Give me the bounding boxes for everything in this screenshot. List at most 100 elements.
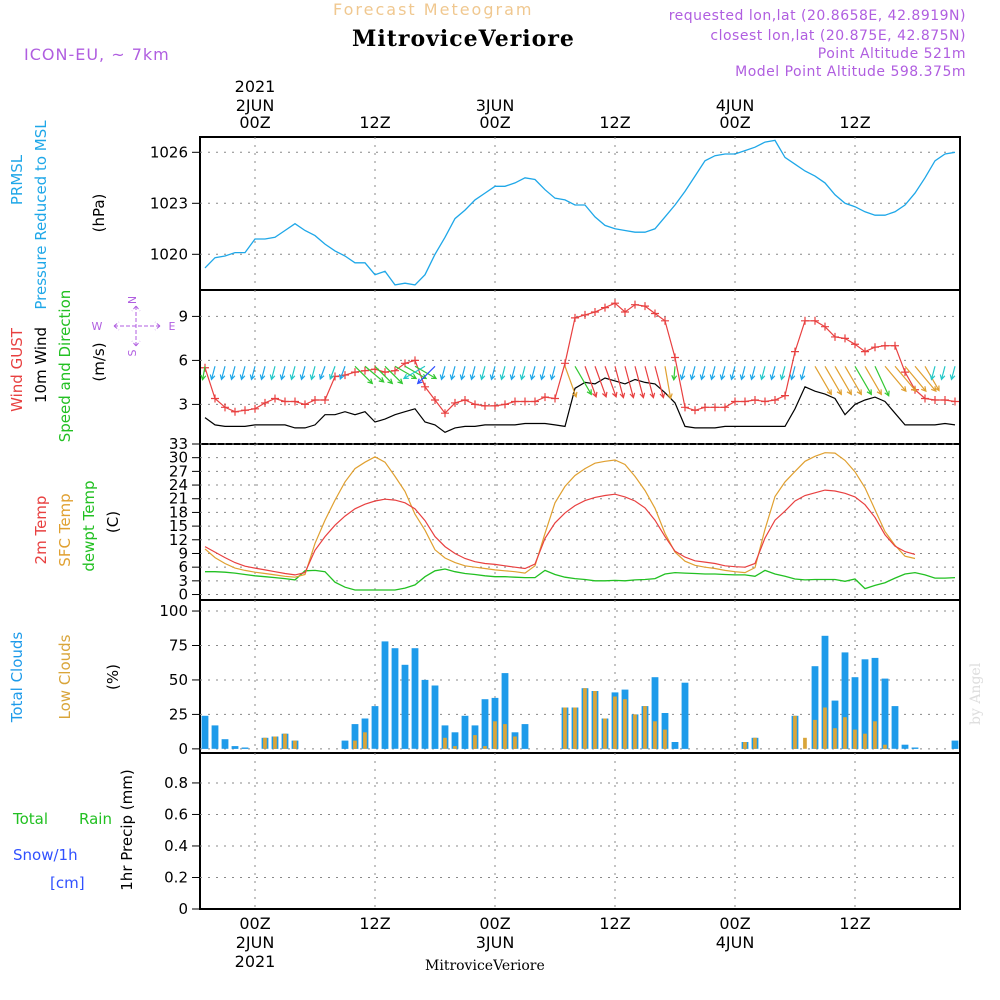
- wind-direction-arrow: [459, 366, 466, 381]
- total-cloud-bar: [841, 652, 849, 749]
- top-hour-label: 00Z: [239, 113, 270, 132]
- wind-gust-point: [261, 398, 269, 407]
- low-cloud-bar: [813, 719, 817, 749]
- low-cloud-bar: [363, 732, 367, 749]
- panel-frame-4: [199, 752, 961, 910]
- wind-direction-arrow: [364, 365, 385, 383]
- total-cloud-bar: [231, 746, 239, 749]
- y-tick-label: 12: [169, 531, 188, 549]
- low-cloud-bar: [263, 737, 267, 749]
- wind-gust-point: [701, 403, 709, 412]
- wind-gust-point: [741, 397, 749, 406]
- temp-unit: (C): [104, 511, 122, 533]
- wind-gust-point: [751, 396, 759, 404]
- point-altitude: Point Altitude 521m: [817, 46, 966, 62]
- dewpoint-axis-title: dewpt Temp: [80, 480, 98, 571]
- total-cloud-bar: [831, 700, 839, 749]
- wind-direction-arrow: [864, 365, 882, 396]
- low-cloud-bar: [593, 691, 597, 749]
- total-cloud-bar: [881, 678, 889, 749]
- low-cloud-bar: [353, 740, 357, 749]
- wind-gust-point: [871, 343, 879, 352]
- total-cloud-bar: [501, 673, 509, 749]
- total-cloud-bar: [671, 742, 679, 749]
- bottom-hour-label: 00Z: [239, 914, 270, 933]
- panel-frame-2: [199, 443, 961, 601]
- total-cloud-bar: [401, 664, 409, 749]
- y-tick-label: 9: [178, 307, 188, 325]
- low-cloud-bar: [443, 737, 447, 749]
- wind-direction-arrow: [394, 365, 418, 380]
- wind-direction-arrow: [624, 366, 636, 399]
- wind-direction-arrow: [779, 366, 786, 381]
- wind-gust-point: [471, 400, 479, 409]
- total-cloud-bar: [211, 725, 219, 749]
- total-rain-label: Total: [12, 810, 48, 828]
- wind-direction-arrow: [469, 366, 476, 381]
- low-cloud-bar: [503, 724, 507, 749]
- clouds-unit: (%): [104, 664, 122, 690]
- total-cloud-bar: [451, 732, 459, 749]
- wind-gust-point: [681, 403, 689, 412]
- y-tick-label: 6: [178, 558, 188, 576]
- top-hour-label: 12Z: [599, 113, 630, 132]
- low-cloud-bar: [633, 714, 637, 749]
- wind-gust-line: [204, 302, 956, 415]
- y-tick-label: 0.2: [164, 868, 188, 886]
- wind-direction-arrow: [789, 366, 796, 381]
- wind-gust-point: [941, 396, 949, 404]
- y-tick-label: 33: [169, 435, 188, 453]
- closest-coords: closest lon,lat (20.875E, 42.875N): [710, 28, 966, 44]
- precip-axis-title: 1hr Precip (mm): [118, 769, 136, 890]
- wind-gust-point: [321, 396, 329, 404]
- wind-axis-title: 10m Wind: [32, 327, 50, 403]
- wind-direction-arrow: [634, 366, 646, 399]
- wind-gust-point: [551, 394, 559, 403]
- low-cloud-bar: [653, 721, 657, 749]
- wind-direction-arrow: [499, 366, 506, 381]
- wind-direction-arrow: [759, 366, 766, 381]
- wind-direction-arrow: [309, 366, 316, 381]
- wind-gust-point: [891, 341, 899, 350]
- wind-gust-point: [611, 299, 619, 308]
- wind-direction-arrow: [549, 366, 556, 381]
- wind-direction-arrow: [709, 366, 716, 381]
- low-cloud-bar: [493, 721, 497, 749]
- wind-direction-arrow: [329, 366, 336, 381]
- wind-direction-arrow: [414, 365, 438, 380]
- wind-gust-point: [691, 406, 699, 415]
- wind-gust-point: [241, 406, 249, 415]
- wind-direction-arrow: [279, 366, 286, 381]
- low-cloud-bar: [453, 746, 457, 749]
- total-cloud-bar: [481, 699, 489, 749]
- total-cloud-bar: [681, 682, 689, 749]
- wind-gust-point: [721, 403, 729, 412]
- wind-direction-arrow: [799, 366, 806, 381]
- bottom-hour-label: 12Z: [359, 914, 390, 933]
- total-cloud-bar: [221, 739, 229, 749]
- total-cloud-bar: [351, 724, 359, 749]
- top-year-label: 2021: [235, 77, 276, 96]
- total-cloud-bar: [341, 740, 349, 749]
- low-cloud-bar: [743, 742, 747, 749]
- low-cloud-bar: [473, 735, 477, 749]
- total-cloud-bar: [871, 657, 879, 749]
- wind-direction-arrow: [834, 365, 852, 396]
- total-cloud-bar: [241, 747, 249, 749]
- model-label: ICON-EU, ~ 7km: [24, 45, 170, 64]
- wind-gust-point: [831, 332, 839, 341]
- wind-gust-point: [931, 396, 939, 404]
- wind-direction-arrow: [884, 365, 907, 393]
- y-tick-label: 27: [169, 462, 188, 480]
- wind-gust-point: [811, 316, 819, 325]
- low-cloud-bar: [573, 707, 577, 749]
- wind-gust-point: [851, 340, 859, 349]
- wind-gust-point: [901, 368, 909, 377]
- wind-gust-point: [861, 347, 869, 356]
- wind-direction-arrow: [519, 366, 526, 381]
- compass-west: W: [92, 320, 103, 333]
- low-cloud-bar: [853, 729, 857, 749]
- low-cloud-bar: [513, 736, 517, 749]
- wind-gust-point: [451, 398, 459, 407]
- compass-north: N: [126, 296, 139, 304]
